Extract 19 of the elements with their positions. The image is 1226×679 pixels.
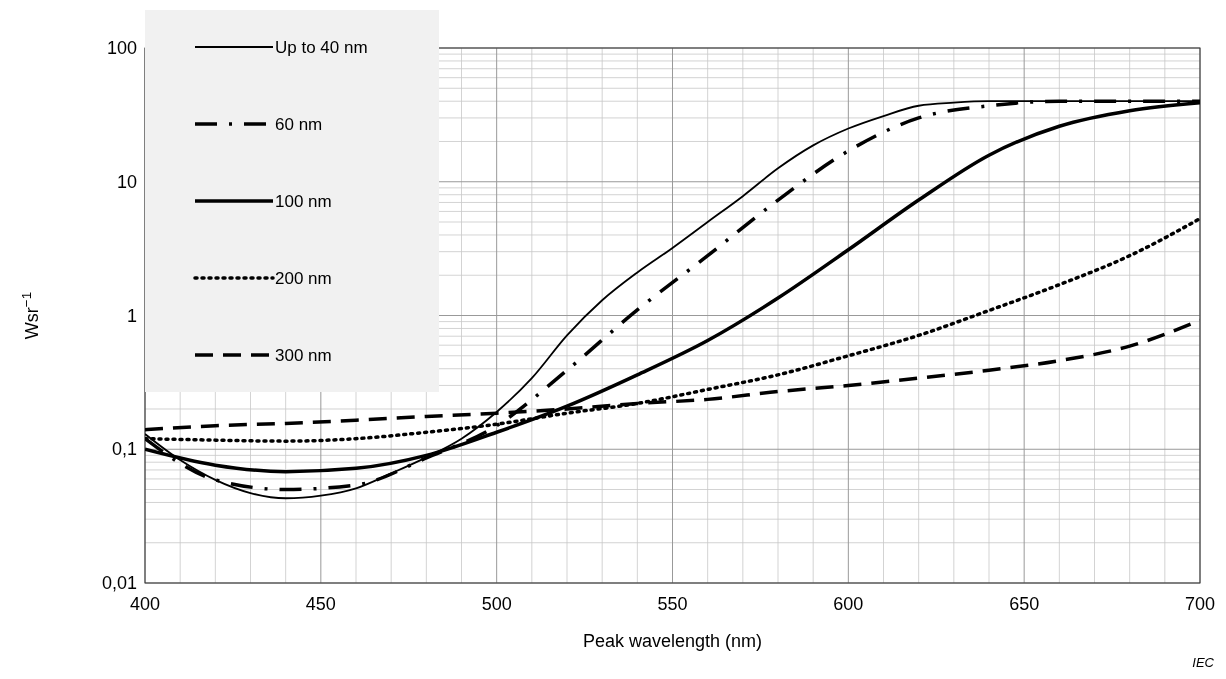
- legend-label: 200 nm: [275, 269, 332, 288]
- legend-label: 60 nm: [275, 115, 323, 134]
- x-tick-label: 500: [481, 594, 512, 614]
- x-tick-label: 450: [305, 594, 336, 614]
- x-tick-label: 400: [129, 594, 161, 614]
- legend-label: 300 nm: [275, 346, 332, 365]
- x-tick-label: 550: [657, 594, 688, 614]
- x-tick-label: 650: [1009, 594, 1040, 614]
- x-tick-label: 700: [1184, 594, 1216, 614]
- text: IEC: [1192, 655, 1215, 670]
- legend-label: 100 nm: [275, 192, 332, 211]
- y-tick-label: 100: [106, 38, 137, 58]
- x-axis-title: Peak wavelength (nm): [582, 631, 763, 651]
- legend-label: Up to 40 nm: [275, 38, 368, 57]
- y-tick-label: 0,01: [101, 573, 137, 593]
- y-tick-label: 0,1: [111, 439, 137, 460]
- y-tick-label: 1: [126, 305, 137, 326]
- y-tick-label: 10: [116, 171, 137, 192]
- x-tick-label: 600: [833, 594, 864, 614]
